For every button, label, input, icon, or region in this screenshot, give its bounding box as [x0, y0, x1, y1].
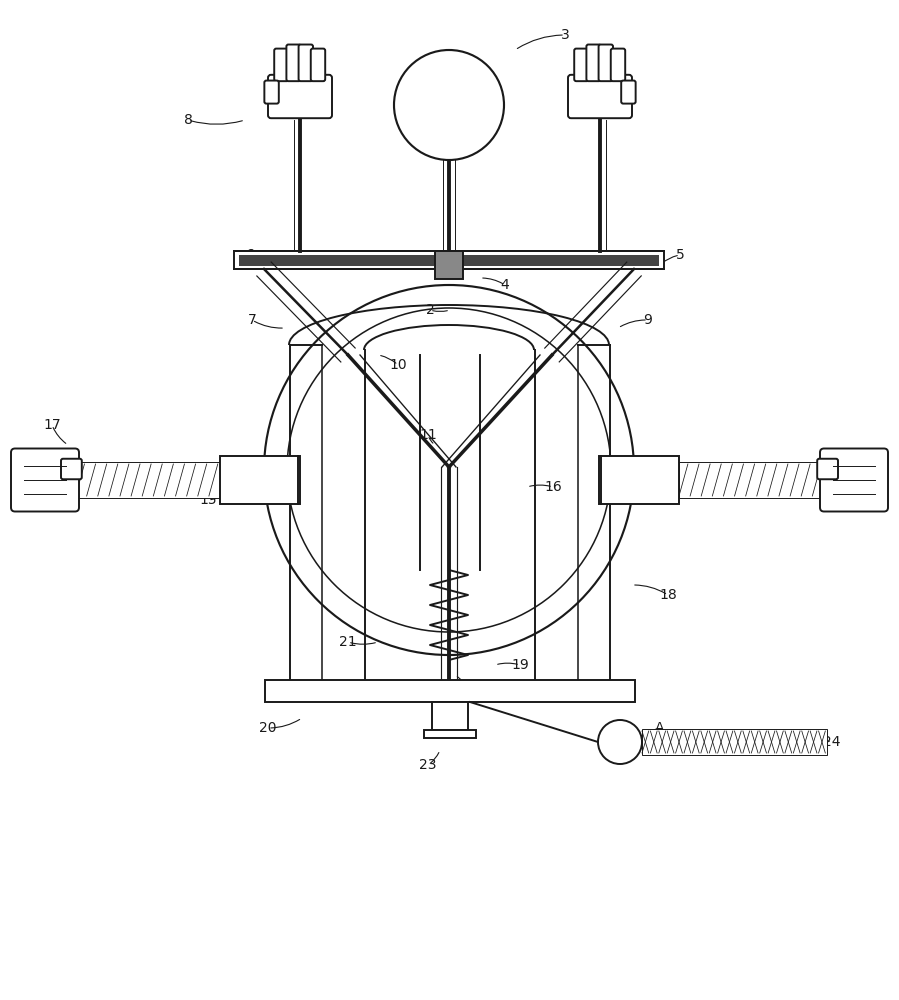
Bar: [234, 251, 664, 269]
Text: 2: 2: [425, 303, 434, 317]
Bar: [220, 456, 300, 504]
Text: A: A: [655, 721, 664, 735]
FancyBboxPatch shape: [287, 45, 301, 81]
FancyBboxPatch shape: [268, 75, 332, 118]
FancyBboxPatch shape: [599, 45, 613, 81]
Text: 14: 14: [103, 477, 120, 491]
FancyBboxPatch shape: [621, 81, 636, 104]
Bar: [642, 729, 827, 755]
Text: 8: 8: [183, 113, 192, 127]
Bar: [435, 251, 463, 279]
Circle shape: [394, 50, 504, 160]
Text: 18: 18: [659, 588, 677, 602]
Text: 20: 20: [259, 721, 277, 735]
FancyBboxPatch shape: [820, 448, 888, 512]
Text: 10: 10: [389, 358, 407, 372]
Text: 5: 5: [676, 248, 684, 262]
FancyBboxPatch shape: [61, 459, 82, 479]
FancyBboxPatch shape: [586, 45, 601, 81]
Text: 22: 22: [459, 683, 476, 697]
FancyBboxPatch shape: [311, 49, 325, 81]
Text: 21: 21: [339, 635, 357, 649]
Text: 6: 6: [245, 248, 254, 262]
Bar: [265, 680, 635, 702]
Text: 4: 4: [501, 278, 510, 292]
Text: 15: 15: [200, 493, 217, 507]
FancyBboxPatch shape: [298, 45, 313, 81]
Text: 7: 7: [247, 313, 256, 327]
Bar: [424, 730, 476, 738]
Bar: [432, 702, 468, 730]
Bar: [679, 462, 879, 498]
Text: 23: 23: [419, 758, 437, 772]
Text: 3: 3: [561, 28, 569, 42]
Text: 12: 12: [734, 477, 751, 491]
FancyBboxPatch shape: [11, 448, 79, 512]
Circle shape: [598, 720, 642, 764]
Text: 1: 1: [655, 463, 664, 477]
Bar: [20, 462, 220, 498]
FancyBboxPatch shape: [568, 75, 632, 118]
FancyBboxPatch shape: [610, 49, 625, 81]
FancyBboxPatch shape: [264, 81, 279, 104]
Text: 9: 9: [644, 313, 653, 327]
Bar: [599, 456, 679, 504]
FancyBboxPatch shape: [817, 459, 838, 479]
FancyBboxPatch shape: [574, 49, 589, 81]
FancyBboxPatch shape: [274, 49, 289, 81]
Circle shape: [264, 285, 634, 655]
Text: 17: 17: [43, 418, 61, 432]
Bar: [239, 255, 659, 266]
Text: 19: 19: [512, 658, 529, 672]
Text: 11: 11: [419, 428, 437, 442]
Text: 24: 24: [823, 735, 841, 749]
Text: 13: 13: [676, 477, 694, 491]
Text: 16: 16: [544, 480, 562, 494]
